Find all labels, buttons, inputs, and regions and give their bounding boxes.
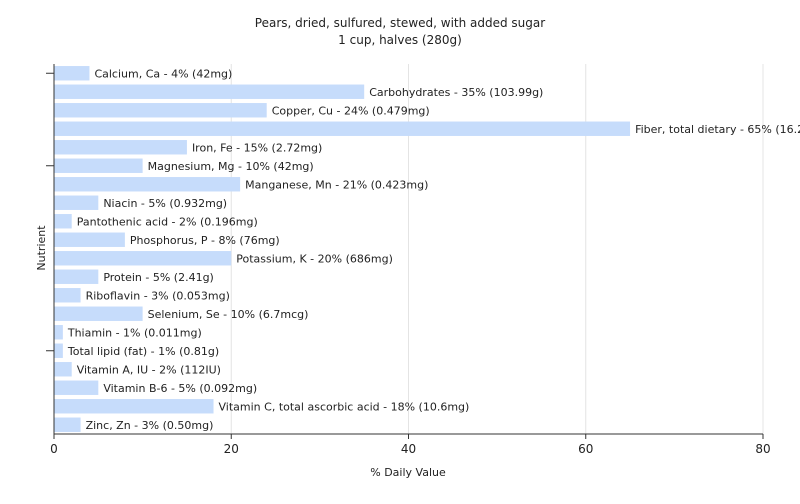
bar xyxy=(54,325,63,340)
bar-label: Manganese, Mn - 21% (0.423mg) xyxy=(245,178,428,191)
bar xyxy=(54,399,214,414)
bar xyxy=(54,269,99,284)
x-tick-label: 80 xyxy=(755,442,770,456)
bar-label: Vitamin C, total ascorbic acid - 18% (10… xyxy=(219,400,470,413)
bar xyxy=(54,380,99,395)
bar-label: Riboflavin - 3% (0.053mg) xyxy=(86,289,230,302)
bar xyxy=(54,343,63,358)
bar xyxy=(54,195,99,210)
bar xyxy=(54,417,81,432)
x-tick-label: 60 xyxy=(578,442,593,456)
bar-label: Vitamin A, IU - 2% (112IU) xyxy=(77,363,221,376)
bar xyxy=(54,66,90,81)
bar-label: Potassium, K - 20% (686mg) xyxy=(236,252,393,265)
axes-group: 0 20 40 60 80 xyxy=(46,64,771,456)
bar-label: Selenium, Se - 10% (6.7mcg) xyxy=(148,308,309,321)
bar xyxy=(54,121,631,136)
bar-label: Calcium, Ca - 4% (42mg) xyxy=(94,67,232,80)
bar-label: Carbohydrates - 35% (103.99g) xyxy=(369,86,543,99)
bar-label: Iron, Fe - 15% (2.72mg) xyxy=(192,141,322,154)
bars-group: Calcium, Ca - 4% (42mg) Carbohydrates - 3… xyxy=(54,66,800,432)
bar xyxy=(54,158,143,173)
bar-label: Fiber, total dietary - 65% (16.2g) xyxy=(635,123,800,136)
bar-label: Protein - 5% (2.41g) xyxy=(103,271,214,284)
bar xyxy=(54,232,125,247)
bar xyxy=(54,251,232,266)
bar-label: Copper, Cu - 24% (0.479mg) xyxy=(272,104,430,117)
bar xyxy=(54,288,81,303)
bar xyxy=(54,214,72,229)
bar-label: Zinc, Zn - 3% (0.50mg) xyxy=(86,419,214,432)
chart-title: Pears, dried, sulfured, stewed, with add… xyxy=(255,16,545,30)
bar xyxy=(54,362,72,377)
bar xyxy=(54,103,267,118)
bar-label: Magnesium, Mg - 10% (42mg) xyxy=(148,160,314,173)
grid-lines xyxy=(230,64,764,434)
bar xyxy=(54,177,241,192)
bar-label: Niacin - 5% (0.932mg) xyxy=(103,197,227,210)
bar xyxy=(54,306,143,321)
bar-label: Phosphorus, P - 8% (76mg) xyxy=(130,234,280,247)
x-axis-label: % Daily Value xyxy=(370,466,446,479)
bar-label: Pantothenic acid - 2% (0.196mg) xyxy=(77,215,258,228)
bar xyxy=(54,140,187,155)
bar xyxy=(54,84,365,99)
bar-label: Total lipid (fat) - 1% (0.81g) xyxy=(67,345,219,358)
x-tick-label: 0 xyxy=(50,442,58,456)
chart-subtitle: 1 cup, halves (280g) xyxy=(338,33,462,47)
bar-label: Thiamin - 1% (0.011mg) xyxy=(67,326,202,339)
y-axis-label: Nutrient xyxy=(35,225,48,271)
x-tick-label: 20 xyxy=(224,442,239,456)
x-tick-label: 40 xyxy=(401,442,416,456)
bar-label: Vitamin B-6 - 5% (0.092mg) xyxy=(103,382,257,395)
